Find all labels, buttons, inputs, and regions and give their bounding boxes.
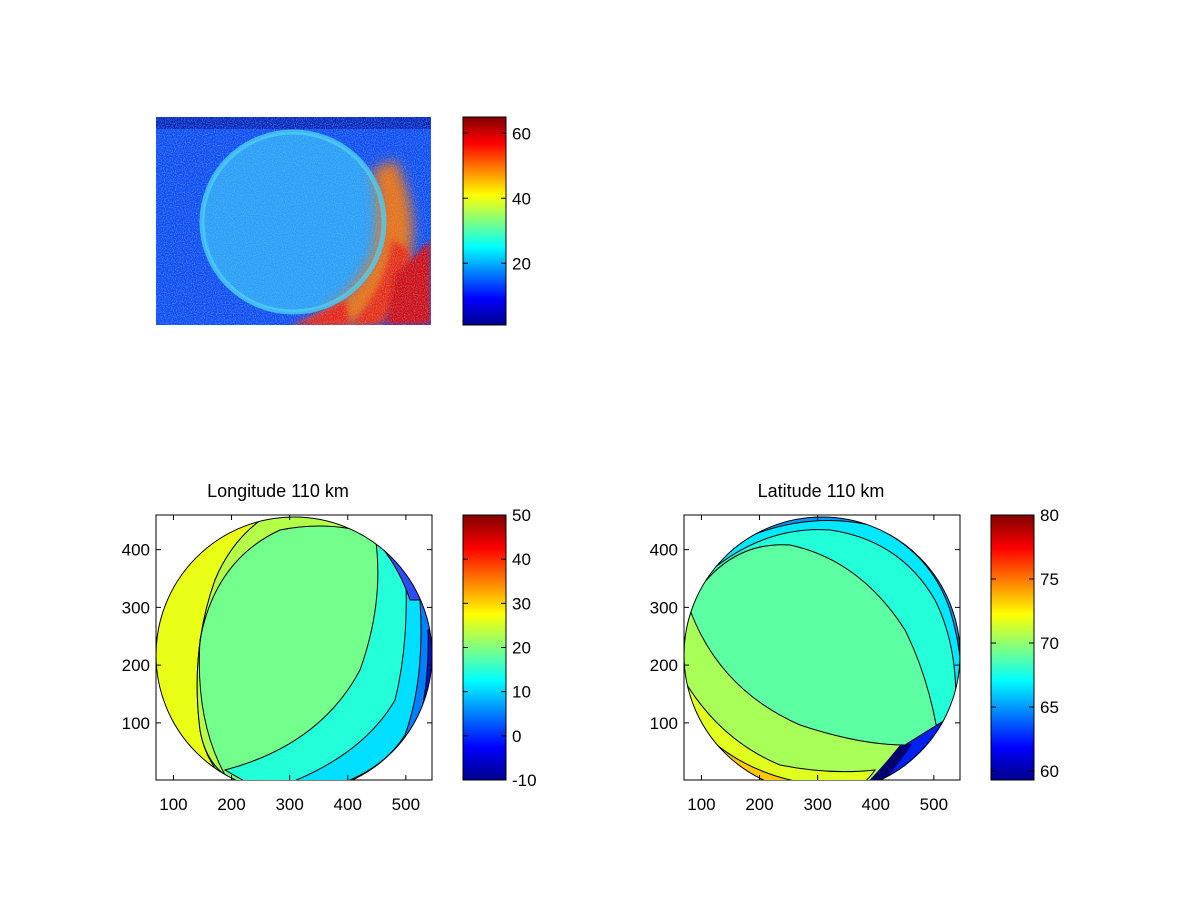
longitude-colorbar-tick-label: 20 [512,639,531,658]
longitude-colorbar-tick-label: 0 [512,727,521,746]
longitude-ytick-label: 300 [122,598,150,617]
latitude-ytick-label: 400 [650,541,678,560]
longitude-colorbar-tick-label: 30 [512,594,531,613]
latitude-xtick-label: 400 [862,795,890,814]
latitude-colorbar-tick-label: 75 [1040,570,1059,589]
raw-image-panel: 20 40 60 [156,116,531,326]
latitude-xtick-label: 200 [745,795,773,814]
latitude-x-ticks: 100 200 300 400 500 [687,515,948,814]
longitude-colorbar-tick-label: 40 [512,550,531,569]
latitude-colorbar-tick-label: 60 [1040,762,1059,781]
latitude-colorbar [990,514,1035,781]
latitude-colorbar-ticks: 60 65 70 75 80 [991,506,1059,781]
longitude-xtick-label: 100 [159,795,187,814]
longitude-xtick-label: 200 [217,795,245,814]
latitude-xtick-label: 500 [920,795,948,814]
latitude-y-ticks: 100 200 300 400 [650,541,960,733]
raw-image-colorbar-ticks: 20 40 60 [463,124,531,273]
latitude-xtick-label: 300 [803,795,831,814]
longitude-panel: Longitude 110 km 100 200 300 400 500 1002003… [122,481,537,814]
latitude-panel: Latitude 110 km 100 200 300 400 500 10 [650,481,1059,814]
latitude-colorbar-tick-label: 65 [1040,698,1059,717]
longitude-colorbar-tick-label: 50 [512,506,531,525]
longitude-colorbar [462,514,507,781]
latitude-ytick-label: 100 [650,714,678,733]
raw-colorbar-tick-label: 60 [512,124,531,143]
longitude-x-ticks: 100 200 300 400 500 [159,515,420,814]
longitude-colorbar-ticks: -10 0 10 20 30 40 50 [463,506,537,790]
latitude-ytick-label: 300 [650,598,678,617]
latitude-xtick-label: 100 [687,795,715,814]
raw-image-colorbar [462,116,507,326]
longitude-y-ticks: 100 200 300 400 [122,541,432,733]
longitude-ytick-label: 400 [122,541,150,560]
latitude-ytick-label: 200 [650,656,678,675]
longitude-colorbar-tick-label: -10 [512,771,537,790]
raw-colorbar-tick-label: 40 [512,189,531,208]
latitude-colorbar-tick-label: 80 [1040,506,1059,525]
raw-colorbar-tick-label: 20 [512,254,531,273]
latitude-title: Latitude 110 km [758,481,885,501]
longitude-ytick-label: 100 [122,714,150,733]
longitude-colorbar-tick-label: 10 [512,683,531,702]
longitude-title: Longitude 110 km [207,481,349,501]
raw-image [156,117,431,325]
latitude-colorbar-tick-label: 70 [1040,634,1059,653]
longitude-ytick-label: 200 [122,656,150,675]
longitude-xtick-label: 400 [334,795,362,814]
longitude-xtick-label: 300 [275,795,303,814]
longitude-xtick-label: 500 [392,795,420,814]
